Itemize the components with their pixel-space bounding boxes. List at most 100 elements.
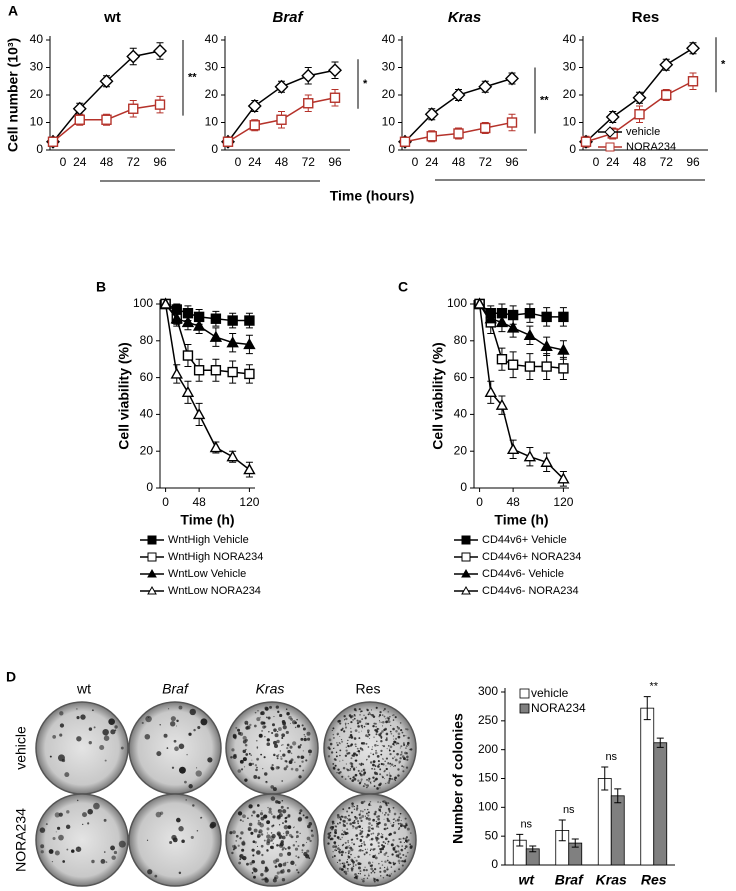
colony: [339, 722, 342, 725]
panel-label: D: [6, 669, 16, 685]
colony: [108, 718, 115, 726]
colony: [287, 861, 289, 864]
legend-label: CD44v6+ Vehicle: [482, 534, 567, 546]
colony: [359, 812, 361, 814]
marker: [244, 368, 255, 380]
colony: [283, 868, 285, 870]
colony: [387, 840, 390, 843]
colony: [339, 838, 342, 841]
colony: [61, 758, 66, 763]
colony: [163, 733, 168, 738]
colony: [334, 747, 336, 749]
colony: [359, 748, 362, 750]
colony: [374, 810, 377, 814]
colony: [375, 836, 379, 840]
colony: [363, 853, 366, 856]
colony: [285, 834, 288, 837]
colony: [374, 854, 377, 856]
colony: [310, 829, 313, 832]
colony: [358, 813, 361, 816]
colony: [378, 763, 380, 766]
x-tick-label: wt: [518, 872, 535, 888]
colony: [347, 852, 350, 855]
x-tick-label: 24: [606, 155, 620, 169]
y-tick-label: 0: [36, 142, 43, 156]
colony: [406, 755, 409, 759]
colony: [405, 822, 408, 825]
colony: [230, 756, 233, 759]
colony: [266, 834, 271, 839]
colony: [367, 826, 371, 830]
colony: [354, 773, 358, 777]
colony: [285, 765, 289, 768]
colony: [311, 834, 314, 838]
colony: [273, 740, 277, 745]
colony: [342, 808, 345, 811]
colony: [379, 875, 382, 877]
colony: [307, 824, 311, 829]
colony: [347, 842, 349, 844]
colony: [361, 842, 363, 845]
colony: [392, 743, 395, 746]
colony: [254, 711, 257, 714]
colony: [343, 715, 346, 718]
legend-label: vehicle: [531, 686, 569, 700]
colony: [365, 869, 368, 872]
colony: [328, 738, 332, 742]
colony: [304, 735, 307, 738]
colony: [387, 843, 389, 845]
colony: [382, 877, 385, 879]
colony: [238, 861, 241, 865]
colony: [363, 771, 367, 774]
marker: [453, 128, 464, 139]
colony: [257, 776, 261, 780]
colony: [284, 817, 287, 820]
colony: [373, 812, 377, 816]
colony: [404, 759, 406, 761]
colony: [265, 780, 268, 783]
colony: [277, 800, 279, 802]
colony: [113, 850, 118, 855]
colony: [178, 766, 186, 774]
colony: [392, 719, 395, 721]
colony: [332, 727, 335, 730]
colony: [337, 847, 340, 850]
colony: [339, 749, 342, 752]
colony: [382, 714, 384, 716]
colony: [347, 723, 349, 725]
colony: [349, 769, 351, 771]
marker: [541, 311, 552, 323]
colony: [403, 743, 406, 747]
colony: [290, 758, 294, 762]
colony: [397, 850, 400, 853]
colony: [355, 875, 359, 878]
marker: [484, 312, 497, 324]
colony: [369, 737, 371, 739]
colony: [59, 711, 64, 716]
colony: [346, 828, 349, 831]
y-tick-label: 20: [205, 87, 219, 101]
colony: [103, 735, 110, 741]
colony: [390, 724, 392, 727]
colony: [360, 780, 362, 782]
colony: [286, 711, 290, 716]
colony: [264, 706, 269, 711]
colony: [386, 874, 389, 877]
colony: [406, 728, 409, 731]
colony: [398, 838, 401, 840]
colony: [400, 751, 403, 753]
x-tick-label: 96: [686, 155, 700, 169]
colony: [281, 733, 285, 738]
colony: [357, 855, 360, 859]
colony: [340, 738, 343, 741]
colony: [361, 835, 364, 838]
colony: [329, 742, 333, 746]
colony: [341, 844, 344, 847]
colony: [392, 863, 396, 866]
colony: [349, 733, 353, 737]
marker: [506, 321, 520, 333]
colony: [232, 754, 237, 760]
colony: [290, 860, 295, 865]
colony: [259, 822, 264, 828]
colony: [88, 727, 93, 731]
